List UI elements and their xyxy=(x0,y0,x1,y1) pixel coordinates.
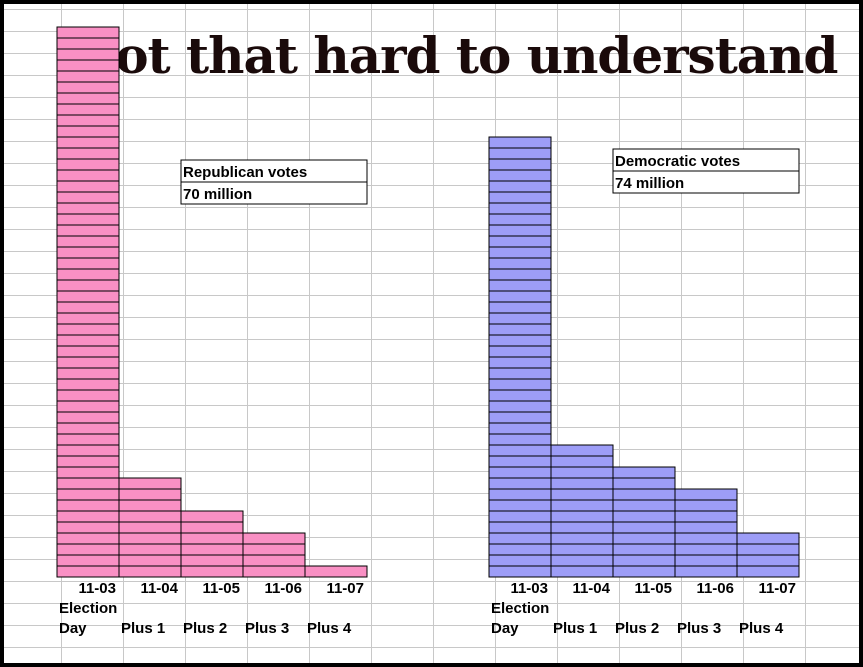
republican-tick-label: 11-06 xyxy=(264,580,302,597)
republican-tick-label: 11-04 xyxy=(140,580,178,597)
democratic-legend-label: 74 million xyxy=(615,175,684,192)
republican-tick-label: 11-07 xyxy=(326,580,364,597)
democratic-tick-label: 11-04 xyxy=(572,580,610,597)
republican-category-label: Plus 1 xyxy=(121,620,165,637)
republican-bar xyxy=(304,565,368,578)
republican-bar xyxy=(118,477,182,578)
republican-tick-label: 11-03 xyxy=(78,580,116,597)
republican-category-label: Election xyxy=(59,600,117,617)
republican-category-label: Plus 4 xyxy=(307,620,352,637)
democratic-category-label: Plus 3 xyxy=(677,620,721,637)
republican-legend-label: Republican votes xyxy=(183,164,307,181)
republican-tick-label: 11-05 xyxy=(202,580,240,597)
democratic-category-label: Plus 2 xyxy=(615,620,659,637)
democratic-tick-label: 11-06 xyxy=(696,580,734,597)
democratic-category-label: Day xyxy=(491,620,519,637)
chart-title: Not that hard to understand xyxy=(70,26,839,85)
democratic-category-label: Election xyxy=(491,600,549,617)
democratic-tick-label: 11-03 xyxy=(510,580,548,597)
democratic-tick-label: 11-07 xyxy=(758,580,796,597)
democratic-category-label: Plus 1 xyxy=(553,620,597,637)
democratic-tick-label: 11-05 xyxy=(634,580,672,597)
republican-category-label: Day xyxy=(59,620,87,637)
republican-category-label: Plus 2 xyxy=(183,620,227,637)
democratic-category-label: Plus 4 xyxy=(739,620,784,637)
republican-category-label: Plus 3 xyxy=(245,620,289,637)
democratic-legend-label: Democratic votes xyxy=(615,153,740,170)
republican-legend-label: 70 million xyxy=(183,186,252,203)
